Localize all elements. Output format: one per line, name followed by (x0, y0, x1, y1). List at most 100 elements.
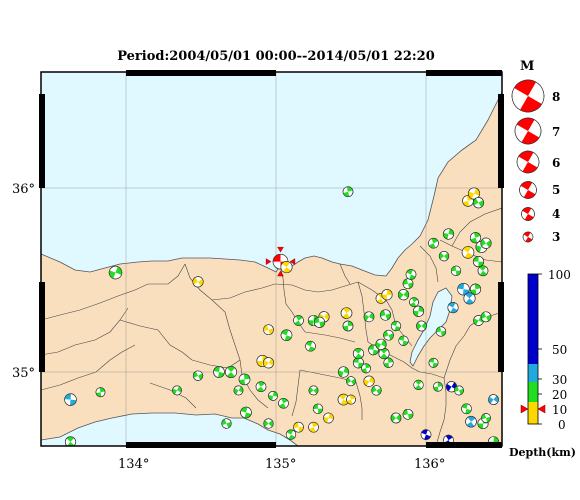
event-beachball (461, 403, 472, 415)
depth-tick-label: 0 (558, 418, 566, 432)
event-beachball (383, 357, 394, 368)
depth-tick-label: 20 (552, 388, 567, 402)
magnitude-label: 5 (552, 183, 560, 197)
event-beachball (398, 335, 409, 346)
magnitude-label: 3 (552, 230, 560, 244)
event-beachball (363, 375, 375, 387)
event-beachball (397, 289, 410, 301)
event-beachball (221, 418, 232, 429)
focal-mechanism-events (64, 186, 500, 446)
magnitude-legend-symbol (521, 207, 535, 221)
event-beachball (342, 320, 354, 332)
event-beachball (481, 413, 491, 423)
magnitude-legend: M 8 7 6 5 4 3 (511, 59, 560, 244)
map-title: Period:2004/05/01 00:00--2014/05/01 22:2… (117, 49, 435, 64)
event-beachball (480, 311, 492, 323)
event-beachball (225, 366, 237, 378)
event-beachball (262, 357, 275, 369)
event-beachball (312, 403, 324, 414)
event-beachball (340, 307, 353, 319)
y-tick-label: 35° (12, 366, 35, 381)
event-beachball (293, 315, 304, 326)
event-beachball (361, 363, 371, 374)
event-beachball (405, 269, 417, 280)
magnitude-legend-symbol (514, 117, 542, 145)
event-beachball (233, 385, 244, 396)
x-tick-label: 136° (414, 457, 445, 472)
event-beachball (472, 197, 485, 209)
magnitude-legend-symbol (522, 231, 534, 243)
map-area (41, 72, 502, 446)
event-beachball (172, 385, 182, 396)
event-beachball (95, 387, 106, 398)
event-beachball (192, 370, 204, 381)
depth-tick-label: 30 (552, 373, 567, 387)
event-beachball (438, 250, 450, 262)
depth-tick-label: 100 (548, 268, 571, 282)
event-beachball (278, 397, 289, 409)
y-tick-label: 36° (12, 182, 35, 197)
magnitude-legend-symbol (511, 79, 545, 113)
event-beachball (308, 385, 319, 396)
event-beachball (363, 311, 375, 323)
event-beachball (450, 265, 462, 276)
event-beachball (457, 282, 470, 296)
event-beachball (383, 329, 394, 341)
magnitude-legend-title: M (520, 59, 534, 74)
event-beachball (285, 429, 297, 440)
event-beachball (342, 186, 354, 198)
event-beachball (64, 393, 77, 406)
event-beachball (368, 344, 379, 356)
event-beachball (447, 302, 459, 314)
event-beachball (346, 394, 356, 405)
event-beachball (402, 278, 414, 290)
event-beachball (428, 237, 439, 249)
event-beachball (472, 256, 485, 268)
event-beachball (308, 421, 319, 433)
magnitude-legend-symbol (519, 181, 537, 199)
event-beachball (352, 348, 365, 360)
event-beachball (409, 297, 419, 308)
event-beachball (442, 228, 455, 240)
event-beachball (375, 338, 387, 350)
event-beachball (480, 237, 492, 249)
magnitude-label: 6 (552, 156, 560, 170)
event-beachball (240, 406, 252, 419)
depth-tick-label: 10 (552, 403, 567, 417)
depth-unit-label: Depth(km) (509, 446, 576, 459)
magnitude-label: 8 (552, 90, 560, 104)
event-beachball (461, 246, 475, 259)
event-beachball (390, 320, 402, 332)
x-tick-label: 135° (265, 457, 296, 472)
depth-colorbar: 100 50 30 20 10 0 Depth(km) (509, 268, 576, 459)
event-beachball (469, 232, 482, 244)
event-beachball (381, 289, 393, 301)
event-beachball (268, 390, 278, 401)
frame-ticks (39, 70, 504, 448)
event-beachball (263, 324, 274, 336)
event-beachball (416, 320, 427, 332)
event-beachball (337, 366, 350, 378)
event-beachball (413, 379, 424, 391)
event-beachball (293, 421, 304, 433)
event-beachball (402, 408, 414, 420)
coast-southern (41, 412, 299, 446)
event-beachball (445, 381, 458, 393)
event-beachball (108, 265, 123, 280)
event-marker-icon (265, 246, 296, 277)
depth-tick-label: 50 (552, 343, 567, 357)
event-beachball (255, 381, 267, 393)
event-beachball (263, 418, 274, 429)
event-beachball (468, 187, 480, 200)
event-beachball (305, 340, 316, 352)
event-beachball (192, 276, 204, 288)
event-beachball (454, 385, 464, 396)
event-beachball (371, 385, 382, 396)
graticule (41, 72, 502, 446)
magnitude-label: 7 (552, 125, 560, 139)
event-beachball (433, 381, 443, 392)
event-beachball (488, 394, 499, 405)
event-beachball (465, 415, 477, 428)
event-beachball (428, 357, 439, 368)
